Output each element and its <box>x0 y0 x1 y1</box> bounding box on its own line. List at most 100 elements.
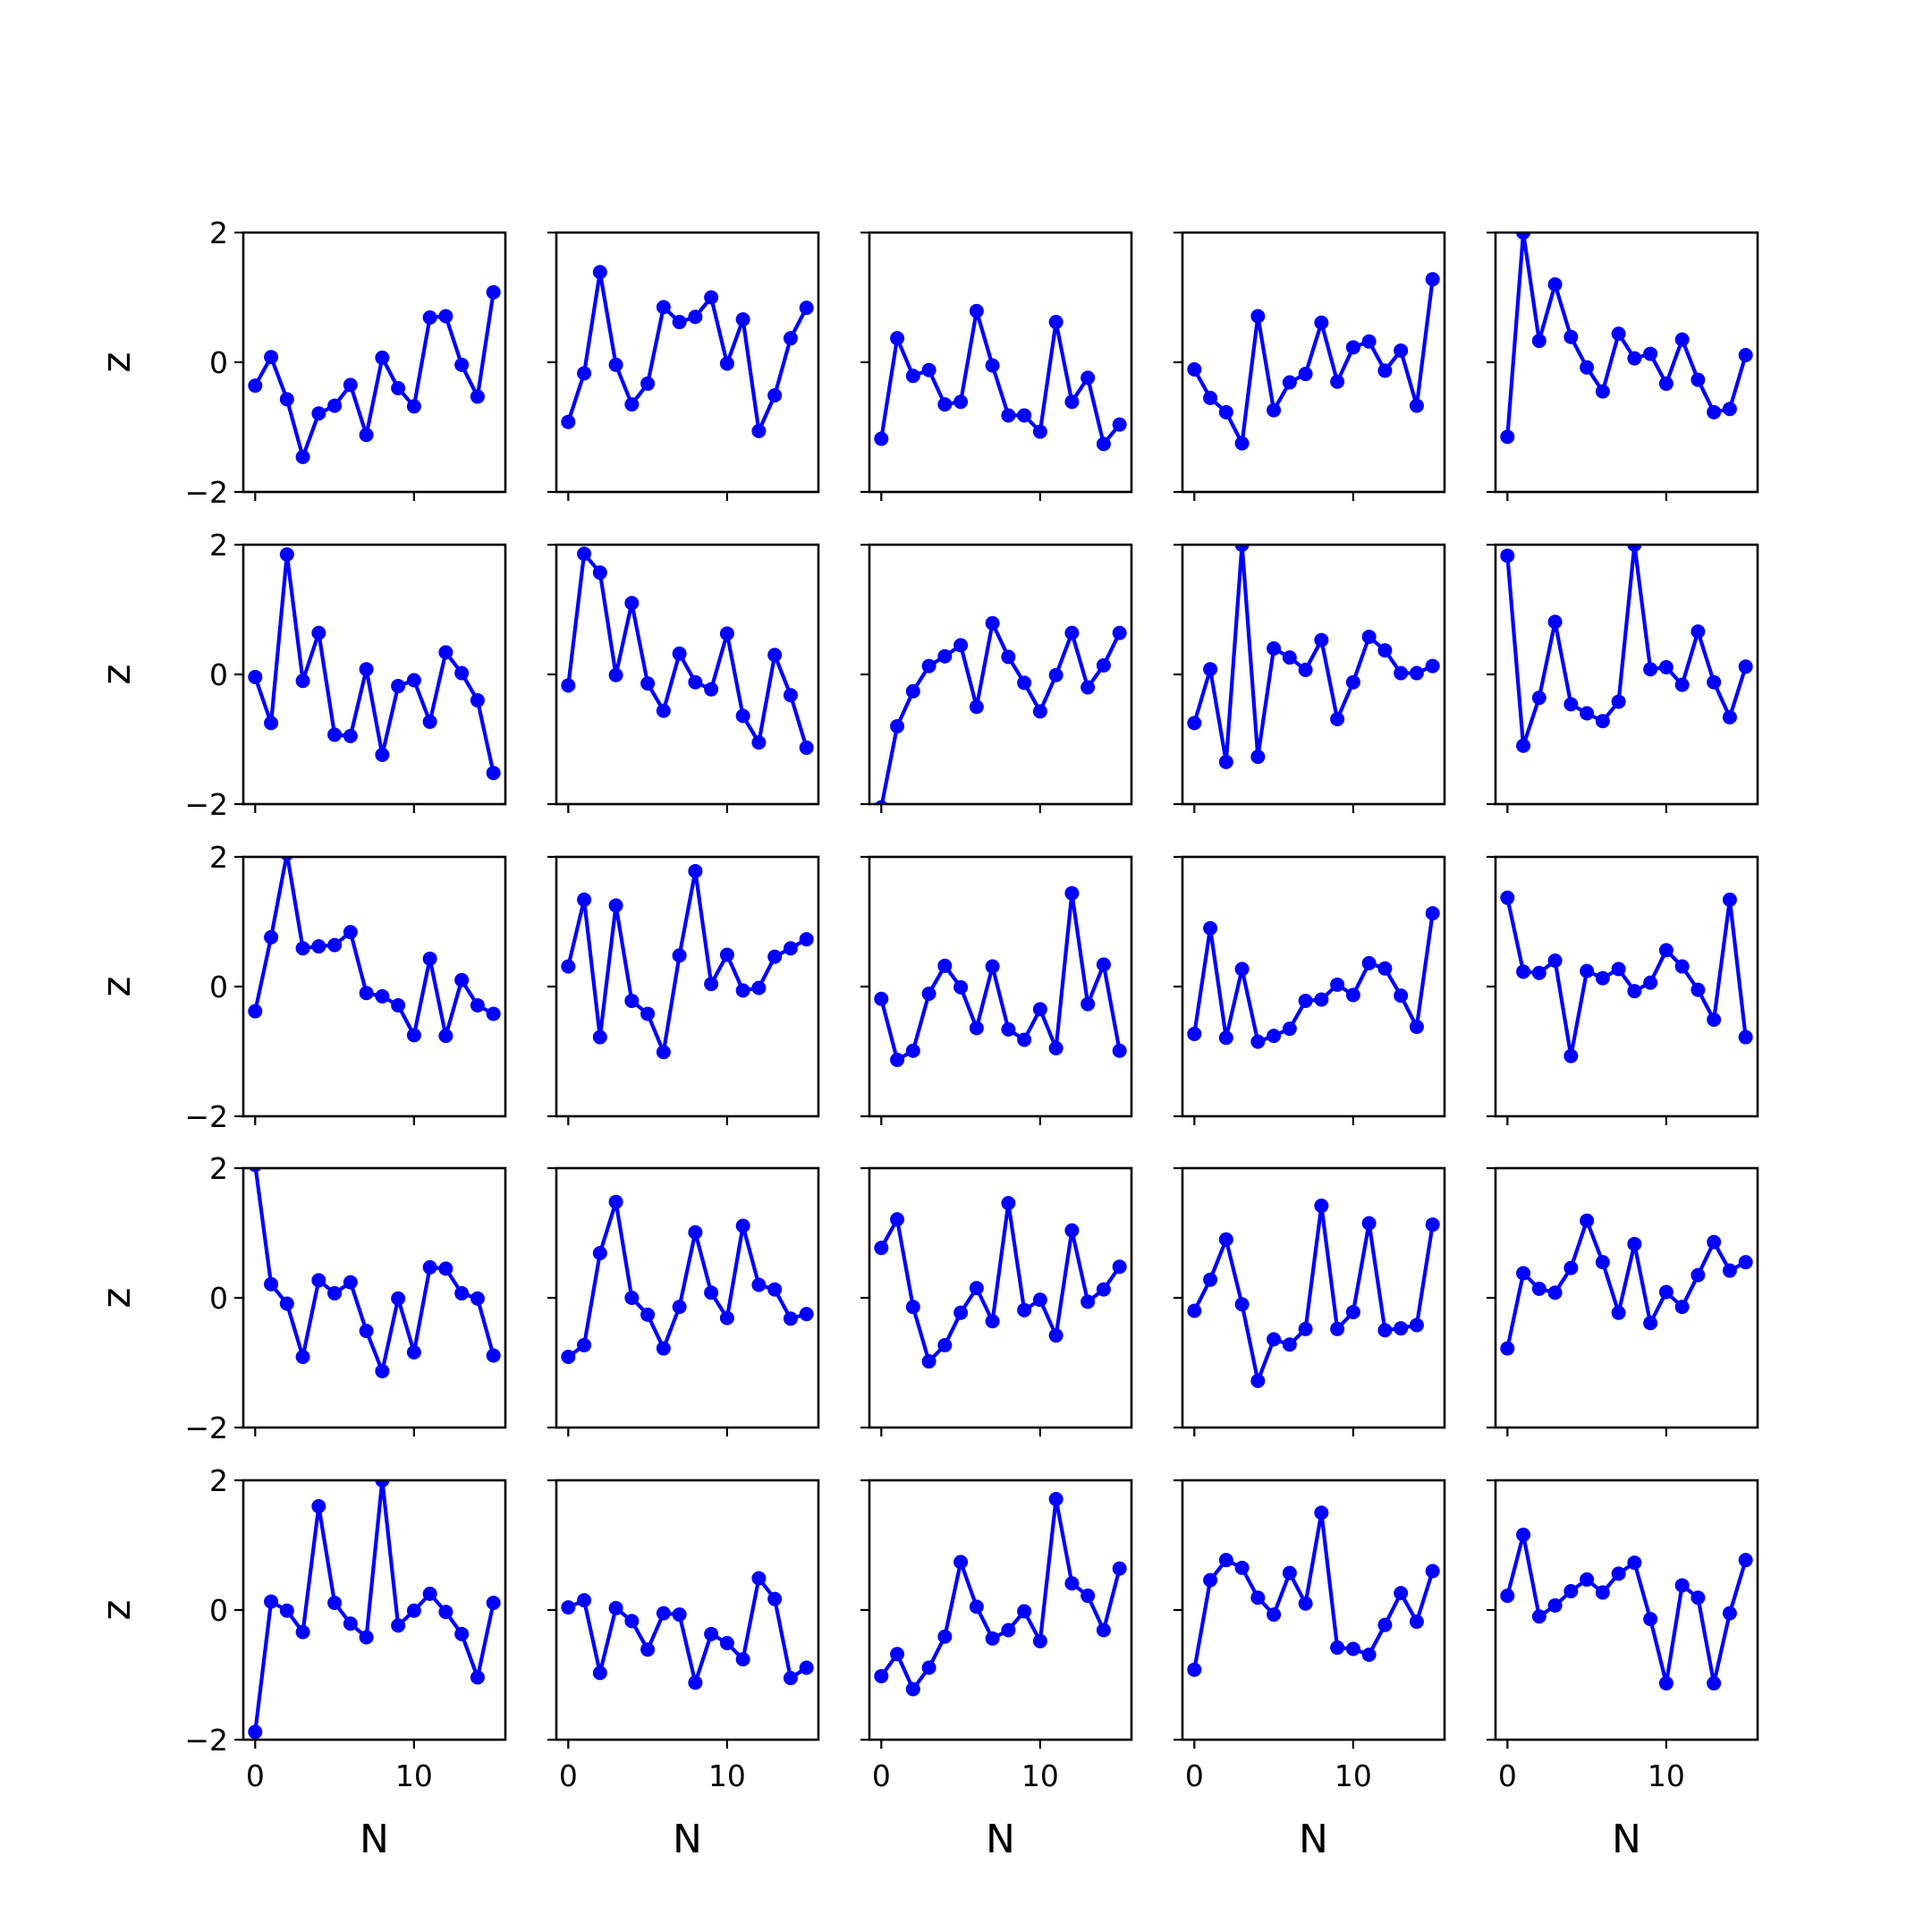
x-axis-label: N <box>1299 1817 1328 1862</box>
data-point <box>1531 691 1546 706</box>
data-point <box>470 389 485 404</box>
data-point <box>1658 1284 1674 1300</box>
data-point <box>1234 545 1250 552</box>
series-line <box>253 857 495 1038</box>
data-point <box>486 766 501 781</box>
data-point <box>1298 1596 1313 1611</box>
data-point <box>1250 1590 1266 1606</box>
data-point <box>751 423 767 438</box>
data-point <box>874 1668 889 1683</box>
data-point <box>672 1300 687 1315</box>
data-point <box>1080 1294 1096 1309</box>
data-point <box>656 1045 671 1060</box>
data-point <box>1516 1527 1531 1542</box>
data-point <box>1611 962 1626 977</box>
data-point <box>608 667 623 682</box>
data-point <box>1377 363 1393 378</box>
data-point <box>577 547 592 562</box>
data-point <box>1738 659 1753 674</box>
data-point <box>608 357 623 372</box>
y-tick-label: 0 <box>209 657 228 692</box>
subplot-r1-c5 <box>1487 231 1759 501</box>
series-group <box>1500 1213 1753 1356</box>
data-point <box>454 972 470 987</box>
data-point <box>1643 975 1658 990</box>
data-point <box>874 1241 889 1256</box>
series-line <box>566 869 808 1055</box>
subplot-r3-c1: −2 0 2 z <box>94 840 507 1134</box>
data-point <box>577 366 592 381</box>
data-point <box>1738 348 1753 363</box>
series-group <box>248 547 501 781</box>
data-point <box>953 1555 969 1570</box>
data-point <box>577 892 592 907</box>
data-point <box>1361 1216 1377 1231</box>
data-point <box>656 1341 671 1356</box>
y-tick-label: 0 <box>209 970 228 1004</box>
data-point <box>1722 1263 1737 1278</box>
data-point <box>470 1291 485 1306</box>
y-tick-label: 0 <box>209 1593 228 1628</box>
series-group <box>874 1196 1127 1369</box>
subplot-r1-c2 <box>547 231 820 501</box>
data-point <box>1690 1267 1706 1283</box>
subplot-r2-c3 <box>860 543 1133 813</box>
data-point <box>1282 375 1297 390</box>
data-point <box>1690 372 1706 387</box>
data-point <box>1547 277 1563 292</box>
data-point <box>592 1030 607 1045</box>
data-point <box>767 648 783 663</box>
data-point <box>561 959 576 974</box>
data-point <box>1547 614 1563 630</box>
data-point <box>1298 1321 1313 1336</box>
series-line <box>879 891 1122 1063</box>
data-point <box>1250 309 1266 324</box>
data-point <box>1314 1199 1329 1214</box>
data-point <box>1707 1234 1722 1250</box>
data-point <box>1032 424 1047 439</box>
data-point <box>391 1291 406 1306</box>
data-point <box>1643 1612 1658 1627</box>
data-point <box>1267 1332 1282 1347</box>
data-point <box>1595 384 1610 399</box>
data-point <box>1234 436 1250 451</box>
data-point <box>1203 1572 1218 1588</box>
data-point <box>375 1363 390 1378</box>
data-point <box>264 350 279 365</box>
data-point <box>1531 334 1546 349</box>
subplot-r5-c2: 0 10N <box>547 1479 820 1862</box>
series-group <box>875 615 1127 804</box>
data-point <box>1001 1196 1016 1211</box>
data-point <box>454 1285 470 1301</box>
data-point <box>264 929 279 945</box>
subplot-r3-c3 <box>860 855 1133 1125</box>
data-point <box>624 1614 640 1629</box>
subplot-r5-c3: 0 10N <box>860 1479 1133 1862</box>
x-tick-label: 10 <box>1021 1758 1059 1793</box>
data-point <box>248 1724 263 1740</box>
x-tick-label: 0 <box>559 1758 578 1793</box>
data-point <box>672 1607 687 1623</box>
data-point <box>905 369 920 384</box>
data-point <box>1048 667 1063 682</box>
y-tick-label: −2 <box>184 1099 228 1134</box>
data-point <box>1425 272 1440 287</box>
subplot-r2-c2 <box>547 543 820 813</box>
data-point <box>1298 367 1313 382</box>
data-point <box>375 350 390 365</box>
data-point <box>295 941 310 956</box>
data-point <box>1330 977 1345 992</box>
series-group <box>1500 890 1753 1063</box>
y-axis-label: z <box>94 1599 140 1620</box>
data-point <box>1658 376 1674 391</box>
data-point <box>640 676 656 691</box>
data-point <box>279 1603 294 1618</box>
data-point <box>359 1323 374 1338</box>
series-group <box>1187 906 1440 1049</box>
data-point <box>1203 662 1218 677</box>
data-point <box>1064 625 1080 640</box>
data-point <box>1282 1021 1297 1037</box>
series-line <box>1192 278 1435 445</box>
data-point <box>264 1276 279 1292</box>
x-tick-label: 0 <box>1498 1758 1517 1793</box>
